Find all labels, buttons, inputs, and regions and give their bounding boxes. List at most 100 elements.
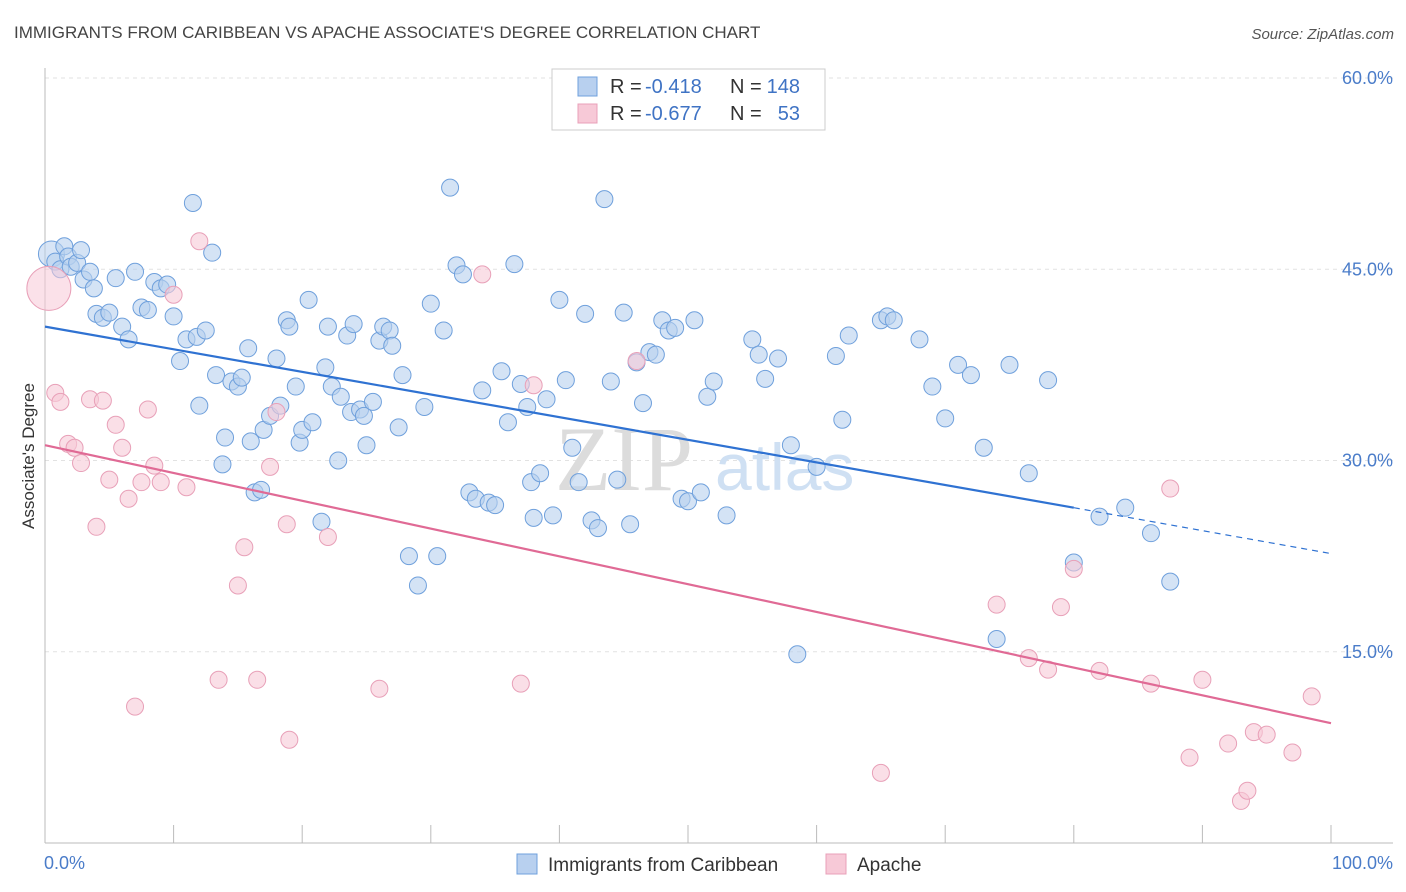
stats-n-label-apache: N = bbox=[730, 103, 762, 125]
point-caribbean bbox=[691, 483, 710, 502]
point-caribbean bbox=[936, 409, 955, 428]
point-caribbean bbox=[595, 190, 614, 209]
point-caribbean bbox=[614, 303, 633, 322]
point-caribbean bbox=[329, 451, 348, 470]
point-caribbean bbox=[138, 301, 157, 320]
watermark-zip: ZIP bbox=[555, 408, 693, 510]
point-caribbean bbox=[363, 392, 382, 411]
stats-n-value-caribbean: 148 bbox=[767, 76, 800, 98]
point-apache bbox=[280, 730, 299, 749]
point-apache bbox=[267, 403, 286, 422]
point-apache bbox=[318, 528, 337, 546]
point-caribbean bbox=[505, 255, 524, 274]
point-apache bbox=[151, 473, 170, 492]
point-caribbean bbox=[421, 294, 440, 313]
point-caribbean bbox=[286, 377, 305, 396]
point-apache bbox=[26, 265, 72, 311]
point-apache bbox=[113, 438, 132, 457]
point-caribbean bbox=[1090, 507, 1109, 526]
point-caribbean bbox=[216, 428, 235, 447]
point-caribbean bbox=[357, 436, 376, 455]
point-apache bbox=[209, 670, 228, 689]
point-caribbean bbox=[576, 304, 595, 323]
legend-swatch-caribbean bbox=[516, 853, 538, 875]
point-caribbean bbox=[826, 346, 845, 365]
point-apache bbox=[1302, 687, 1321, 706]
legend-label-apache: Apache bbox=[857, 855, 921, 876]
point-caribbean bbox=[633, 394, 652, 413]
point-apache bbox=[228, 576, 247, 595]
y-tick-labels: 15.0% 30.0% 45.0% 60.0% bbox=[1342, 68, 1393, 662]
point-caribbean bbox=[788, 645, 807, 664]
point-caribbean bbox=[833, 410, 852, 429]
point-caribbean bbox=[685, 311, 704, 330]
point-caribbean bbox=[698, 387, 717, 406]
y-tick-label-30: 30.0% bbox=[1342, 451, 1393, 471]
point-caribbean bbox=[280, 317, 299, 336]
point-caribbean bbox=[81, 262, 100, 281]
point-caribbean bbox=[232, 368, 251, 387]
point-caribbean bbox=[207, 366, 226, 385]
point-apache bbox=[132, 473, 151, 492]
point-caribbean bbox=[524, 508, 543, 527]
point-caribbean bbox=[171, 352, 190, 371]
point-caribbean bbox=[106, 269, 125, 288]
point-apache bbox=[627, 352, 646, 371]
point-caribbean bbox=[441, 178, 460, 197]
point-caribbean bbox=[974, 438, 993, 457]
point-caribbean bbox=[72, 241, 91, 260]
point-apache bbox=[106, 415, 125, 434]
point-apache bbox=[261, 457, 280, 476]
point-caribbean bbox=[241, 432, 260, 451]
stats-n-label-caribbean: N = bbox=[730, 76, 762, 98]
y-tick-label-15: 15.0% bbox=[1342, 642, 1393, 662]
point-caribbean bbox=[126, 262, 145, 281]
point-caribbean bbox=[389, 418, 408, 437]
point-caribbean bbox=[190, 396, 209, 415]
point-caribbean bbox=[164, 307, 183, 326]
series-legend: Immigrants from Caribbean Apache bbox=[516, 853, 921, 876]
trend-lines bbox=[44, 325, 1332, 725]
point-caribbean bbox=[383, 336, 402, 355]
trend-line-caribbean bbox=[44, 325, 1074, 509]
chart-source: Source: ZipAtlas.com bbox=[1251, 26, 1394, 43]
point-caribbean bbox=[1141, 524, 1160, 543]
point-apache bbox=[1051, 598, 1070, 617]
point-apache bbox=[248, 670, 267, 689]
point-caribbean bbox=[344, 315, 363, 334]
point-caribbean bbox=[569, 473, 588, 492]
point-caribbean bbox=[380, 321, 399, 340]
point-caribbean bbox=[1019, 464, 1038, 483]
point-caribbean bbox=[1039, 371, 1058, 390]
point-caribbean bbox=[473, 381, 492, 400]
trend-line-extension-caribbean bbox=[1073, 507, 1332, 555]
point-caribbean bbox=[354, 406, 373, 425]
point-apache bbox=[119, 489, 138, 508]
point-caribbean bbox=[556, 371, 575, 390]
point-caribbean bbox=[608, 470, 627, 489]
point-caribbean bbox=[196, 321, 215, 340]
point-caribbean bbox=[704, 372, 723, 391]
point-apache bbox=[473, 265, 492, 284]
point-caribbean bbox=[550, 290, 569, 309]
point-apache bbox=[1193, 670, 1212, 689]
point-caribbean bbox=[1116, 498, 1135, 517]
point-caribbean bbox=[415, 397, 434, 416]
data-points bbox=[26, 178, 1321, 810]
point-apache bbox=[51, 392, 70, 411]
point-apache bbox=[524, 376, 543, 395]
point-caribbean bbox=[743, 330, 762, 349]
stats-r-value-caribbean: -0.418 bbox=[645, 76, 702, 98]
chart-title: IMMIGRANTS FROM CARIBBEAN VS APACHE ASSO… bbox=[14, 23, 760, 42]
point-caribbean bbox=[666, 318, 685, 337]
point-apache bbox=[164, 285, 183, 304]
point-caribbean bbox=[621, 515, 640, 534]
x-tick-label-max: 100.0% bbox=[1332, 853, 1393, 873]
point-caribbean bbox=[1000, 355, 1019, 374]
point-apache bbox=[1064, 559, 1083, 578]
point-caribbean bbox=[316, 358, 335, 377]
point-caribbean bbox=[318, 317, 337, 336]
trend-line-apache bbox=[44, 444, 1332, 725]
point-apache bbox=[1257, 725, 1276, 744]
